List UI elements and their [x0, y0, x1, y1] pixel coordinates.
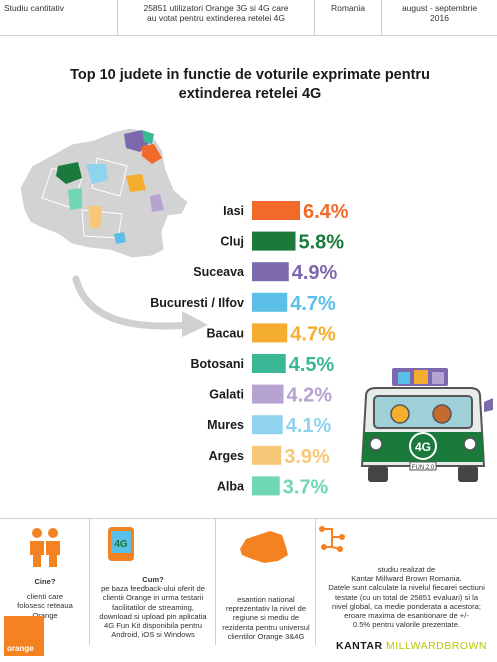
van-badge-text: 4G: [415, 440, 431, 454]
chart-title: Top 10 judete in functie de voturile exp…: [70, 67, 430, 102]
map-mures: [86, 164, 108, 184]
category-label: Iasi: [223, 204, 244, 218]
phone-icon: [484, 398, 493, 412]
people-icon: [30, 528, 60, 567]
value-label: 3.7%: [283, 476, 329, 498]
period: august - septembrie 2016: [401, 3, 478, 23]
bar: [252, 415, 283, 435]
category-label: Cluj: [220, 235, 244, 249]
category-label: Galati: [209, 388, 244, 402]
bar: [252, 262, 289, 282]
value-label: 6.4%: [303, 201, 349, 223]
bar: [252, 201, 300, 220]
value-label: 4.7%: [290, 323, 336, 345]
study-type: Studiu cantitativ: [0, 0, 118, 35]
bar: [252, 384, 284, 404]
van-illustration: 4G FUN 2.0: [360, 368, 493, 482]
bar: [252, 476, 280, 496]
footer-sample: esantion national reprezentativ la nivel…: [216, 519, 316, 645]
map-alba: [68, 188, 82, 210]
van-plate: FUN 2.0: [412, 465, 435, 471]
category-label: Botosani: [191, 357, 244, 371]
map-cluj: [56, 162, 82, 184]
van-windshield: [373, 395, 473, 429]
map-arges: [88, 206, 102, 228]
network-icon: [319, 526, 345, 552]
bar: [252, 445, 282, 465]
footer-how: 4G Cum? pe baza feedback-ului oferit de …: [90, 519, 216, 645]
map-iasi: [142, 144, 162, 164]
country: Romania: [315, 0, 382, 35]
value-label: 4.5%: [289, 354, 335, 376]
bar: [252, 292, 288, 312]
map-galati: [150, 194, 164, 212]
category-label: Mures: [207, 418, 244, 432]
value-label: 4.1%: [286, 415, 332, 437]
header-strip: Studiu cantitativ 25851 utilizatori Oran…: [0, 0, 497, 36]
map-bacau: [126, 174, 146, 192]
pointer-arrow: [72, 275, 208, 337]
bar: [252, 323, 288, 343]
phone-4g-icon: 4G: [108, 527, 134, 561]
footer: Cine? clienti care folosesc reteaua Oran…: [0, 518, 497, 662]
van-badge: [409, 432, 437, 460]
romania-map-icon: [240, 531, 288, 563]
category-label: Alba: [217, 479, 245, 493]
value-label: 4.2%: [287, 385, 333, 407]
value-label: 3.9%: [284, 446, 330, 468]
orange-logo: orange: [4, 616, 44, 656]
kantar-logo: KANTAR MILLWARDBROWN: [336, 640, 487, 652]
map-bucuresti: [114, 232, 126, 244]
bar: [252, 354, 286, 373]
map-botosani: [142, 130, 154, 144]
sample-description: 25851 utilizatori Orange 3G si 4G care a…: [118, 0, 315, 35]
footer-study: studiu realizat de Kantar Millward Brown…: [316, 519, 497, 645]
value-label: 5.8%: [299, 232, 345, 254]
romania-outline: [19, 127, 189, 259]
bar: [252, 231, 296, 251]
romania-map: [19, 127, 189, 259]
value-label: 4.9%: [292, 262, 338, 284]
svg-text:4G: 4G: [114, 539, 128, 550]
category-label: Arges: [209, 449, 244, 463]
footer-who: Cine? clienti care folosesc reteaua Oran…: [0, 519, 90, 645]
value-label: 4.7%: [290, 293, 336, 315]
